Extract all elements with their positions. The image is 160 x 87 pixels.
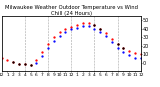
- Title: Milwaukee Weather Outdoor Temperature vs Wind Chill (24 Hours): Milwaukee Weather Outdoor Temperature vs…: [5, 5, 138, 16]
